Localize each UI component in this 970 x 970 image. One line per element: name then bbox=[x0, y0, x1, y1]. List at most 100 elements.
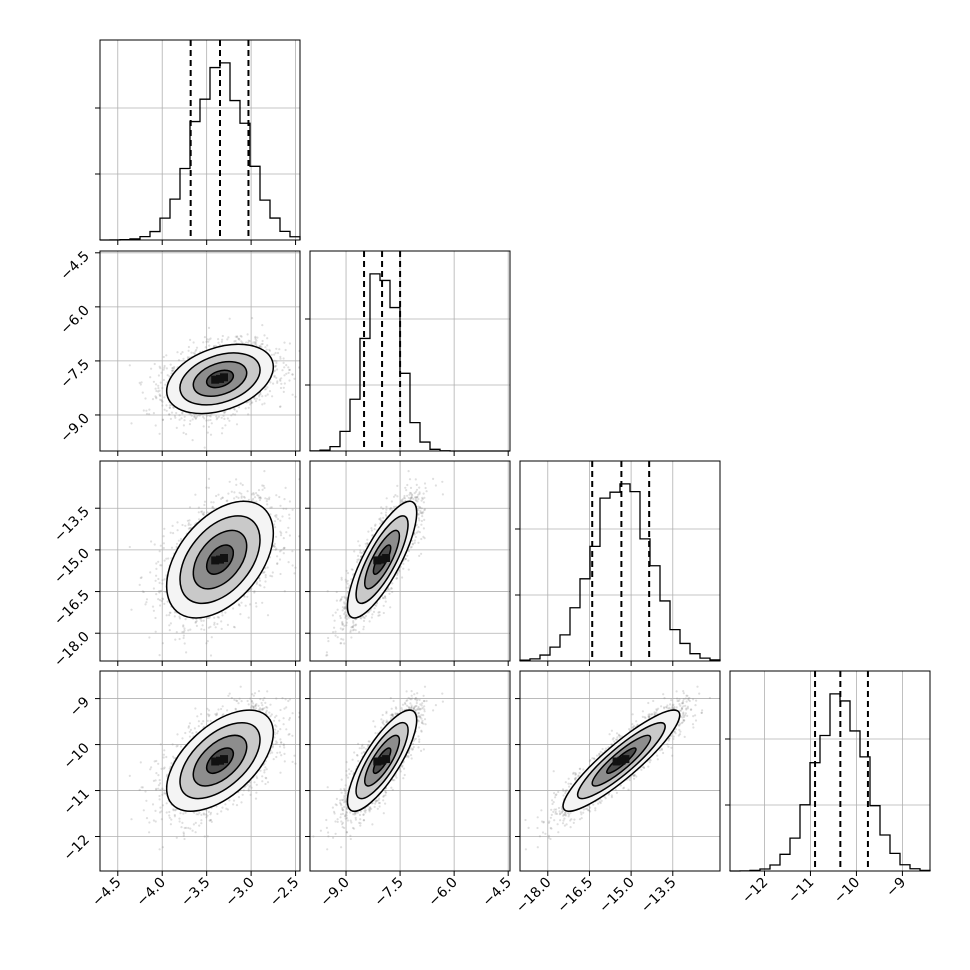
sample-point bbox=[168, 611, 171, 614]
sample-point bbox=[154, 395, 157, 398]
sample-point bbox=[276, 381, 279, 384]
sample-point bbox=[273, 545, 276, 548]
sample-point bbox=[208, 344, 211, 347]
sample-point bbox=[252, 341, 255, 344]
sample-point bbox=[174, 638, 177, 641]
sample-point bbox=[223, 417, 226, 420]
sample-point bbox=[209, 433, 213, 436]
histogram-panel-3 bbox=[725, 670, 931, 876]
sample-point bbox=[279, 386, 283, 390]
sample-point bbox=[161, 642, 164, 645]
sample-point bbox=[203, 446, 206, 449]
sample-point bbox=[194, 621, 197, 624]
sample-point bbox=[159, 394, 162, 397]
panel-frame bbox=[309, 250, 511, 452]
sample-point bbox=[192, 341, 195, 344]
sample-point bbox=[177, 539, 180, 542]
sample-point bbox=[217, 493, 220, 496]
scatter-panel-1-0 bbox=[95, 250, 306, 456]
sample-point bbox=[213, 623, 216, 626]
sample-point bbox=[175, 545, 178, 548]
sample-point bbox=[216, 622, 219, 626]
sample-point bbox=[276, 555, 279, 558]
sample-point bbox=[173, 365, 176, 369]
sample-point bbox=[278, 495, 281, 499]
sample-point bbox=[264, 576, 267, 579]
sample-point bbox=[303, 513, 305, 515]
sample-point bbox=[279, 357, 282, 360]
histogram-panel-1 bbox=[305, 250, 511, 456]
sample-point bbox=[258, 577, 261, 580]
sample-point bbox=[182, 631, 185, 634]
sample-point bbox=[157, 387, 160, 390]
sample-point bbox=[160, 599, 163, 603]
sample-point bbox=[182, 625, 185, 628]
sample-point bbox=[259, 496, 262, 499]
sample-point bbox=[184, 618, 187, 621]
sample-point bbox=[164, 590, 167, 594]
sample-point bbox=[163, 396, 166, 399]
sample-point bbox=[205, 340, 208, 343]
sample-point bbox=[194, 417, 197, 420]
sample-point bbox=[249, 603, 252, 606]
sample-point bbox=[226, 499, 229, 502]
sample-point bbox=[253, 591, 256, 594]
sample-point bbox=[203, 500, 207, 503]
sample-point bbox=[263, 402, 266, 405]
sample-point bbox=[247, 400, 250, 403]
sample-point bbox=[195, 620, 198, 623]
sample-point bbox=[148, 667, 150, 669]
sample-point bbox=[221, 496, 224, 499]
sample-point bbox=[209, 625, 212, 628]
sample-point bbox=[163, 527, 166, 530]
sample-point bbox=[172, 367, 176, 370]
sample-point bbox=[138, 381, 141, 384]
sample-point bbox=[288, 513, 291, 516]
sample-point bbox=[269, 506, 272, 509]
sample-point bbox=[206, 431, 209, 434]
sample-point bbox=[275, 347, 278, 350]
sample-point bbox=[226, 417, 229, 420]
sample-point bbox=[179, 537, 183, 541]
sample-point bbox=[203, 336, 206, 339]
sample-point bbox=[255, 605, 258, 608]
panel-frame bbox=[99, 250, 301, 452]
sample-point bbox=[205, 486, 208, 489]
sample-point bbox=[291, 393, 294, 396]
sample-point bbox=[145, 598, 149, 601]
sample-point bbox=[145, 409, 148, 412]
sample-point bbox=[165, 404, 168, 407]
sample-point bbox=[239, 334, 242, 338]
sample-point bbox=[287, 366, 290, 369]
sample-point bbox=[144, 397, 147, 400]
sample-point bbox=[223, 411, 226, 415]
sample-point bbox=[155, 562, 158, 565]
sample-point bbox=[220, 416, 223, 419]
sample-point bbox=[241, 341, 244, 344]
sample-point bbox=[237, 406, 241, 409]
sample-point bbox=[158, 599, 162, 602]
sample-point bbox=[270, 506, 273, 509]
sample-point bbox=[153, 543, 156, 546]
sample-point bbox=[142, 409, 145, 412]
sample-point bbox=[173, 414, 176, 418]
sample-point bbox=[158, 365, 161, 368]
sample-point bbox=[220, 611, 224, 614]
sample-point bbox=[273, 545, 276, 548]
sample-point bbox=[140, 576, 143, 579]
sample-point bbox=[287, 561, 290, 564]
sample-point bbox=[157, 560, 160, 563]
sample-point bbox=[217, 616, 220, 619]
sample-point bbox=[258, 583, 261, 587]
sample-point bbox=[288, 517, 291, 520]
sample-point bbox=[195, 415, 198, 418]
sample-point bbox=[235, 423, 239, 426]
sample-point bbox=[220, 627, 223, 631]
sample-point bbox=[171, 366, 174, 370]
sample-point bbox=[284, 348, 287, 352]
sample-point bbox=[186, 519, 189, 522]
sample-point bbox=[145, 601, 148, 604]
sample-point bbox=[177, 359, 181, 362]
sample-point bbox=[200, 628, 203, 631]
sample-point bbox=[304, 387, 306, 389]
